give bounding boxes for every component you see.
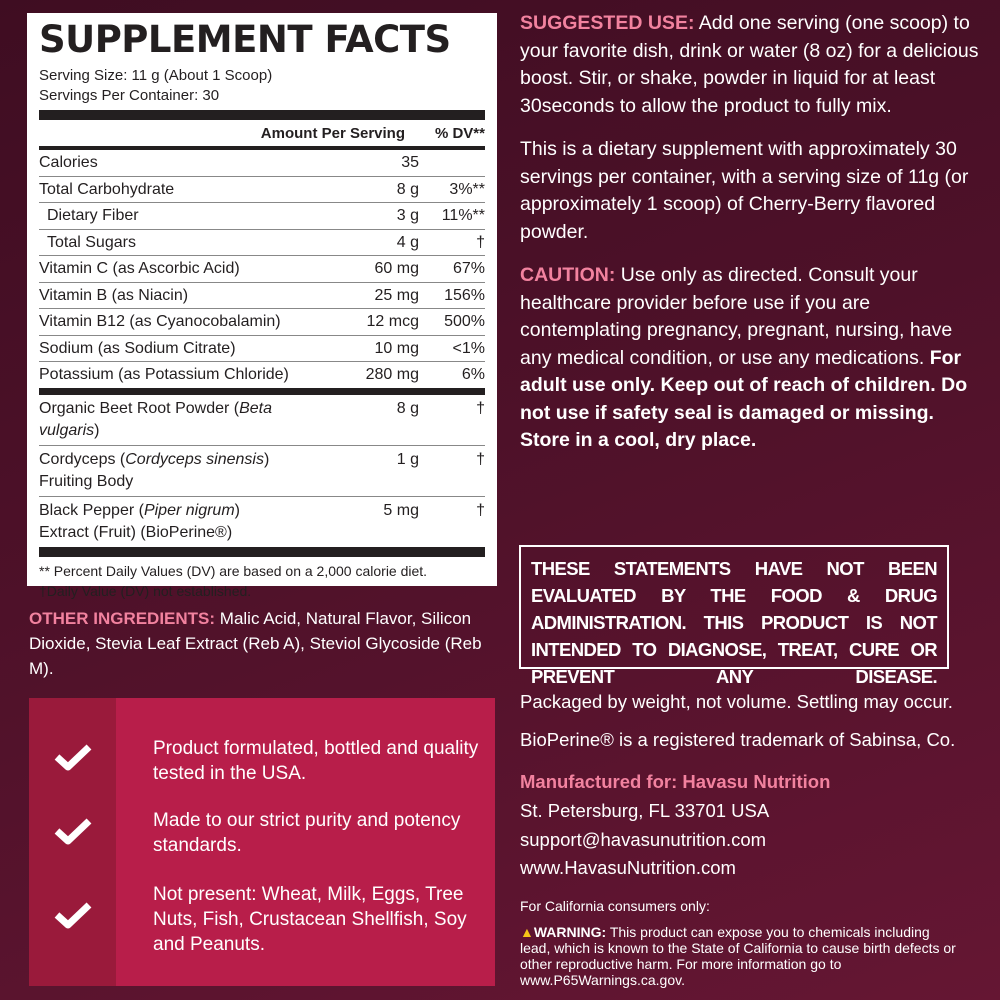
dv-header: % DV** (434, 124, 485, 142)
nutrient-name: Potassium (as Potassium Chloride) (39, 366, 289, 383)
divider (39, 387, 485, 395)
facts-title: SUPPLEMENT FACTS (39, 18, 451, 61)
nutrient-name: Total Carbohydrate (39, 180, 175, 198)
trademark-note: BioPerine® is a registered trademark of … (520, 729, 956, 750)
nutrient-dv: 6% (461, 366, 485, 383)
ingredient-dv: † (476, 501, 485, 519)
badge-text: Not present: Wheat, Milk, Eggs, Tree Nut… (153, 884, 467, 955)
ingredient-dv: † (476, 450, 485, 468)
nutrient-amount: 280 mg (365, 366, 419, 383)
nutrient-dv: 156% (444, 286, 485, 304)
nutrient-amount: 35 (401, 154, 419, 171)
nutrient-dv: <1% (452, 339, 485, 357)
california-intro: For California consumers only: (520, 898, 710, 914)
nutrient-row: Vitamin B (as Niacin) 25 mg 156% (39, 283, 485, 309)
servings-per-container: Servings Per Container: 30 (39, 87, 220, 104)
packaged-note: Packaged by weight, not volume. Settling… (520, 691, 953, 712)
footnote: †Daily Value (DV) not established. (39, 582, 252, 599)
warning-label: WARNING: (533, 924, 607, 940)
prop65-warning: ▲WARNING: This product can expose you to… (520, 924, 960, 988)
facts-header: Amount Per Serving % DV** (39, 120, 485, 150)
ingredient-amount: 5 mg (383, 501, 419, 519)
caution-text: Use only as directed. Consult your healt… (520, 264, 953, 369)
nutrient-amount: 8 g (396, 180, 419, 198)
serving-size: Serving Size: 11 g (About 1 Scoop) (39, 67, 273, 84)
nutrient-dv: 3%** (449, 180, 485, 198)
nutrient-name: Calories (39, 154, 98, 171)
nutrient-amount: 3 g (396, 207, 419, 224)
warning-icon: ▲ (520, 924, 534, 940)
badge-text: Product formulated, bottled and quality … (153, 738, 479, 784)
ingredient-name: Cordyceps (Cordyceps sinensis) Fruiting B… (39, 450, 270, 490)
other-ingredients-text: Malic Acid, Natural Flavor, Silicon Diox… (29, 609, 482, 678)
nutrient-row: Total Sugars 4 g † (39, 230, 485, 256)
badge-text: Made to our strict purity and potency st… (153, 810, 461, 856)
manufacturer-label: Manufactured for: Havasu Nutrition (520, 771, 831, 792)
ingredient-amount: 1 g (396, 450, 419, 468)
divider (39, 546, 485, 557)
nutrient-row: Potassium (as Potassium Chloride) 280 mg 6… (39, 362, 485, 388)
footnote: ** Percent Daily Values (DV) are based o… (39, 562, 428, 579)
suggested-use-label: SUGGESTED USE: (520, 12, 695, 34)
warning-text: This product can expose you to chemicals… (520, 924, 956, 988)
manufacturer-website[interactable]: www.HavasuNutrition.com (520, 857, 736, 878)
amount-header: Amount Per Serving (260, 124, 405, 142)
check-column (29, 698, 116, 986)
nutrient-amount: 12 mcg (366, 313, 419, 330)
checkmark-icon (54, 744, 92, 771)
nutrient-name: Vitamin B12 (as Cyanocobalamin) (39, 313, 281, 330)
supplement-facts-panel: SUPPLEMENT FACTS Serving Size: 11 g (Abo… (27, 13, 497, 599)
manufacturer-address: St. Petersburg, FL 33701 USA (520, 800, 770, 821)
nutrient-name: Total Sugars (47, 233, 136, 251)
nutrient-row: Vitamin C (as Ascorbic Acid) 60 mg 67% (39, 256, 485, 283)
suggested-use-text: Add one serving (one scoop) to your favo… (520, 12, 979, 117)
other-ingredients: OTHER INGREDIENTS: Malic Acid, Natural F… (29, 606, 499, 681)
dietary-note: This is a dietary supplement with approx… (520, 138, 969, 243)
nutrient-row: Dietary Fiber 3 g 11%** (39, 203, 485, 230)
checkmark-icon (54, 902, 92, 929)
checkmark-icon (54, 818, 92, 845)
ingredient-row: Black Pepper (Piper nigrum) Extract (Frui… (39, 497, 485, 547)
nutrient-dv: 11%** (441, 207, 485, 224)
nutrient-name: Vitamin C (as Ascorbic Acid) (39, 260, 240, 277)
nutrient-amount: 60 mg (374, 260, 419, 277)
quality-badges-panel: Product formulated, bottled and quality … (29, 698, 495, 986)
ingredient-row: Cordyceps (Cordyceps sinensis) Fruiting B… (39, 446, 485, 497)
ingredient-row: Organic Beet Root Powder (Beta vulgaris)… (39, 395, 485, 446)
manufacturer-email[interactable]: support@havasunutrition.com (520, 829, 767, 850)
nutrient-row: Sodium (as Sodium Citrate) 10 mg <1% (39, 336, 485, 362)
suggested-use: SUGGESTED USE: Add one serving (one scoo… (520, 10, 980, 120)
nutrient-amount: 4 g (396, 233, 419, 251)
caution-bold-text: For adult use only. Keep out of reach of… (520, 346, 968, 452)
divider (39, 110, 485, 120)
caution: CAUTION: Use only as directed. Consult y… (520, 262, 980, 455)
ingredient-name: Organic Beet Root Powder (Beta vulgaris) (39, 399, 273, 439)
nutrient-name: Vitamin B (as Niacin) (39, 286, 189, 304)
nutrient-name: Sodium (as Sodium Citrate) (39, 339, 236, 357)
nutrient-amount: 25 mg (374, 286, 419, 304)
nutrient-dv: 67% (452, 260, 485, 277)
ingredient-name: Black Pepper (Piper nigrum) Extract (Frui… (39, 501, 240, 541)
nutrient-row: Total Carbohydrate 8 g 3%** (39, 177, 485, 203)
caution-label: CAUTION: (520, 264, 616, 286)
nutrient-dv: 500% (444, 313, 485, 330)
ingredient-amount: 8 g (396, 399, 419, 417)
fda-disclaimer: THESE STATEMENTS HAVE NOT BEEN EVALUATED… (519, 545, 949, 687)
nutrient-dv: † (476, 233, 485, 251)
nutrient-row: Calories 35 (39, 150, 485, 177)
directions-section: SUGGESTED USE: Add one serving (one scoo… (520, 10, 980, 471)
ingredient-dv: † (476, 399, 485, 417)
nutrient-name: Dietary Fiber (47, 207, 139, 224)
nutrient-row: Vitamin B12 (as Cyanocobalamin) 12 mcg 500… (39, 309, 485, 336)
nutrient-amount: 10 mg (374, 339, 419, 357)
other-ingredients-label: OTHER INGREDIENTS: (29, 609, 216, 628)
nutrient-dv (419, 150, 485, 176)
